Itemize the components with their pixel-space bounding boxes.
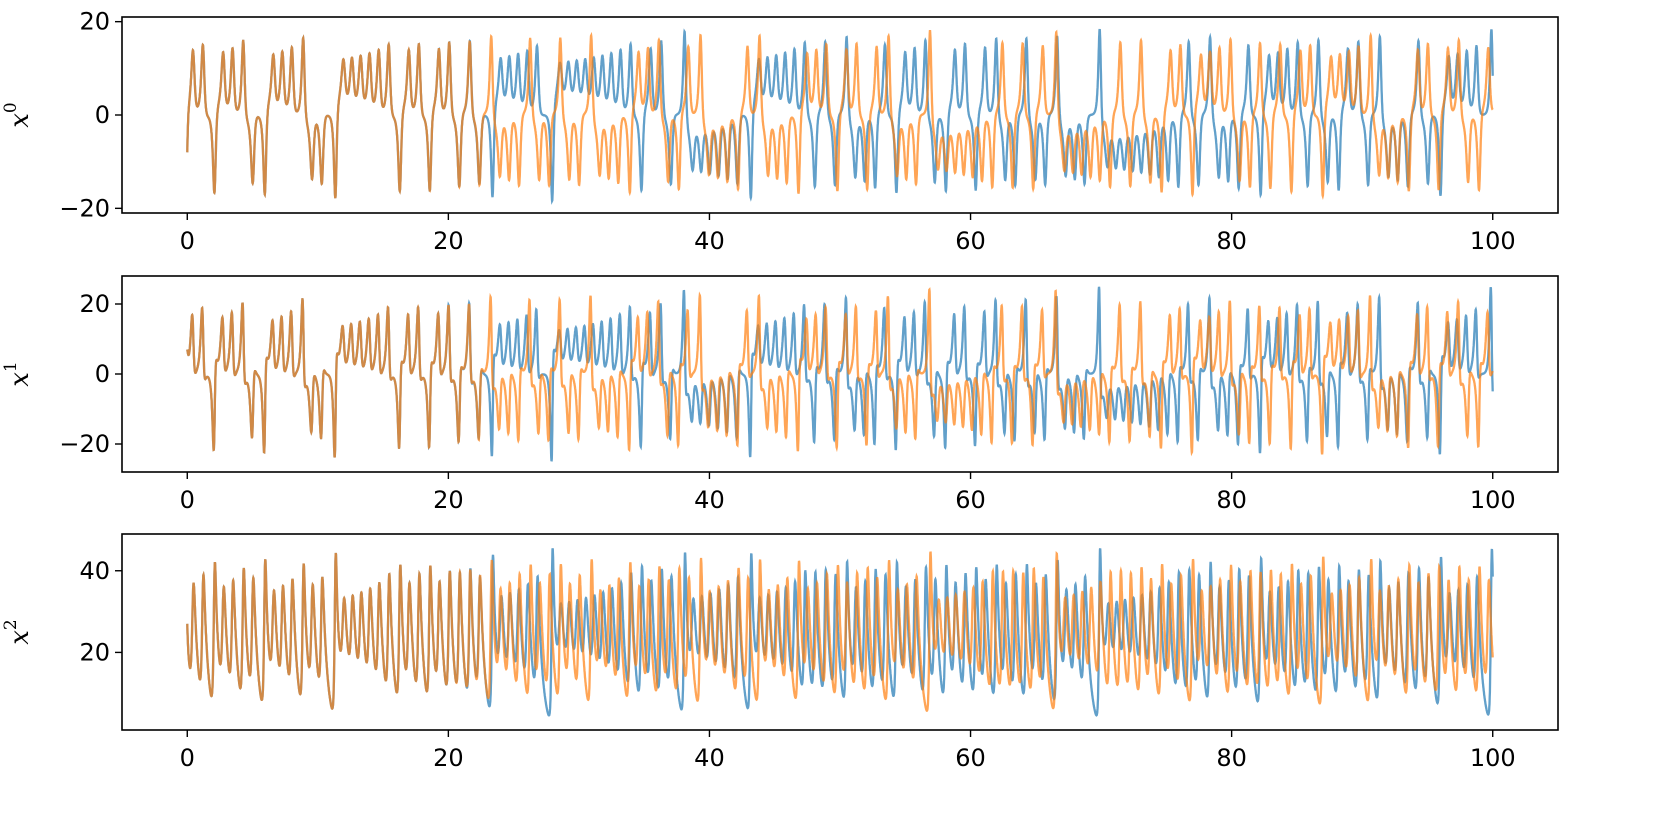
series-line-1-1	[186, 287, 1494, 458]
y-tick-label: 40	[79, 557, 110, 585]
x-tick-label: 80	[1216, 486, 1247, 514]
series-line-2-1	[186, 550, 1494, 712]
y-tick-label: 0	[95, 101, 110, 129]
y-tick-label: −20	[59, 194, 110, 222]
y-tick-label: 20	[79, 290, 110, 318]
x-tick-label: 40	[694, 486, 725, 514]
subplot-0: 0 20 40 60 80 100 −20 0 20 x0	[1, 8, 1559, 255]
x-tick-label: 60	[955, 744, 986, 772]
x-tick-label: 20	[433, 486, 464, 514]
x-tick-label: 60	[955, 227, 986, 255]
x-tick-label: 20	[433, 744, 464, 772]
y-axis-label: x2	[1, 619, 35, 645]
x-tick-label: 40	[694, 744, 725, 772]
axes-frame	[121, 275, 1559, 473]
y-tick-label: 20	[79, 638, 110, 666]
x-tick-label: 100	[1470, 227, 1516, 255]
x-tick-label: 100	[1470, 486, 1516, 514]
series-line-1-0	[186, 286, 1494, 462]
x-tick-label: 0	[180, 744, 195, 772]
x-tick-label: 80	[1216, 227, 1247, 255]
y-axis-label: x0	[1, 102, 35, 128]
y-tick-label: 20	[79, 8, 110, 36]
x-tick-label: 80	[1216, 744, 1247, 772]
series-line-0-1	[186, 29, 1494, 201]
x-tick-label: 60	[955, 486, 986, 514]
x-tick-label: 20	[433, 227, 464, 255]
x-tick-label: 100	[1470, 744, 1516, 772]
y-tick-label: −20	[59, 430, 110, 458]
y-tick-label: 0	[95, 360, 110, 388]
y-axis-label: x1	[1, 361, 35, 387]
x-tick-label: 40	[694, 227, 725, 255]
subplot-1: 0 20 40 60 80 100 −20 0 20 x1	[1, 275, 1559, 514]
x-tick-label: 0	[180, 227, 195, 255]
axes-frame	[121, 533, 1559, 731]
x-tick-label: 0	[180, 486, 195, 514]
subplot-2: 0 20 40 60 80 100 20 40 x2	[1, 533, 1559, 772]
